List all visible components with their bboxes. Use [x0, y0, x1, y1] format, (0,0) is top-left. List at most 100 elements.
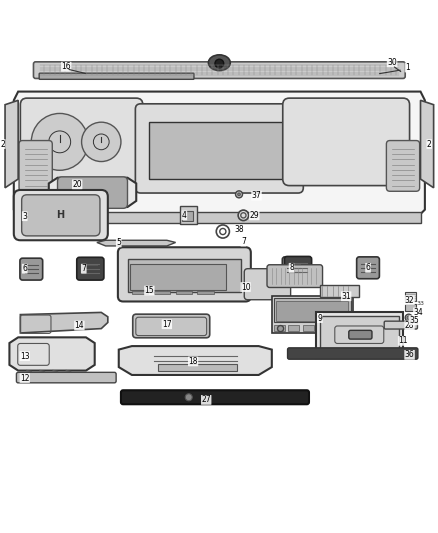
Bar [317, 325, 328, 331]
Bar [274, 325, 285, 331]
Text: H: H [57, 211, 65, 220]
Text: 37: 37 [252, 191, 261, 200]
Text: 10: 10 [241, 282, 251, 292]
Text: 30: 30 [387, 58, 397, 67]
Polygon shape [97, 240, 176, 246]
FancyBboxPatch shape [133, 314, 210, 338]
Polygon shape [420, 100, 434, 188]
Bar [154, 291, 170, 295]
Circle shape [238, 193, 240, 196]
Bar [18, 212, 420, 223]
Ellipse shape [208, 55, 230, 70]
Bar [180, 206, 198, 224]
Bar [303, 325, 314, 331]
Bar [332, 325, 343, 331]
FancyBboxPatch shape [33, 62, 405, 78]
FancyBboxPatch shape [285, 256, 311, 279]
Bar [198, 291, 214, 295]
FancyBboxPatch shape [135, 104, 303, 193]
Text: 17: 17 [162, 320, 172, 329]
Bar [276, 301, 348, 321]
FancyBboxPatch shape [244, 269, 291, 300]
FancyBboxPatch shape [121, 390, 309, 404]
FancyBboxPatch shape [57, 177, 127, 208]
Bar [272, 296, 353, 333]
Text: 2: 2 [0, 140, 5, 149]
Text: 38: 38 [234, 225, 244, 235]
Bar [158, 364, 237, 372]
Text: 13: 13 [20, 352, 29, 361]
Circle shape [278, 326, 284, 332]
Circle shape [405, 314, 412, 321]
FancyBboxPatch shape [14, 190, 108, 240]
Circle shape [216, 225, 230, 238]
Polygon shape [49, 177, 136, 207]
FancyBboxPatch shape [79, 258, 102, 280]
Text: 6: 6 [22, 264, 27, 273]
Bar [149, 122, 285, 179]
Text: 7: 7 [241, 237, 246, 246]
Text: 7: 7 [81, 264, 86, 273]
Bar [130, 264, 226, 289]
Bar [182, 211, 193, 221]
FancyBboxPatch shape [357, 257, 379, 279]
Text: 6: 6 [366, 263, 371, 272]
Text: 4: 4 [182, 211, 187, 220]
Text: 27: 27 [201, 395, 211, 405]
Bar [315, 312, 403, 358]
FancyBboxPatch shape [20, 258, 42, 280]
FancyBboxPatch shape [349, 330, 372, 339]
Bar [320, 285, 359, 297]
FancyBboxPatch shape [283, 98, 410, 185]
Bar [127, 259, 241, 292]
FancyBboxPatch shape [384, 321, 417, 329]
Bar [274, 298, 350, 322]
Polygon shape [20, 312, 108, 333]
Polygon shape [119, 346, 272, 375]
Circle shape [238, 210, 249, 221]
Circle shape [215, 59, 224, 68]
Text: 28: 28 [405, 321, 414, 330]
Text: 29: 29 [250, 211, 259, 220]
Bar [320, 317, 399, 355]
Ellipse shape [31, 114, 88, 170]
FancyBboxPatch shape [288, 348, 418, 359]
Text: 35: 35 [409, 316, 419, 325]
Text: 36: 36 [405, 350, 414, 359]
Text: 8: 8 [289, 263, 294, 272]
Text: 34: 34 [413, 308, 423, 317]
FancyBboxPatch shape [21, 195, 100, 236]
Bar [132, 291, 148, 295]
FancyBboxPatch shape [267, 265, 322, 287]
Bar [176, 291, 192, 295]
FancyBboxPatch shape [19, 141, 52, 191]
Text: 14: 14 [74, 321, 84, 330]
Text: 1: 1 [405, 63, 410, 72]
FancyBboxPatch shape [77, 257, 104, 280]
Text: 9: 9 [318, 313, 322, 322]
FancyBboxPatch shape [16, 373, 116, 383]
Ellipse shape [81, 122, 121, 161]
Text: 20: 20 [72, 180, 82, 189]
Polygon shape [5, 100, 18, 188]
Text: 15: 15 [145, 286, 154, 295]
FancyBboxPatch shape [20, 98, 143, 185]
FancyBboxPatch shape [283, 257, 305, 279]
Circle shape [236, 191, 243, 198]
Text: 11: 11 [398, 336, 408, 345]
Text: 31: 31 [341, 292, 351, 301]
Bar [405, 292, 416, 302]
FancyBboxPatch shape [118, 247, 251, 302]
Bar [289, 325, 299, 331]
Text: 3: 3 [22, 212, 27, 221]
Text: 12: 12 [20, 374, 29, 383]
Circle shape [185, 394, 192, 401]
Polygon shape [14, 92, 425, 223]
Circle shape [343, 326, 349, 332]
Text: 18: 18 [188, 357, 198, 366]
FancyBboxPatch shape [386, 141, 420, 191]
Text: 2: 2 [427, 140, 431, 149]
Circle shape [407, 316, 410, 319]
Text: 32: 32 [405, 296, 414, 305]
FancyBboxPatch shape [39, 73, 194, 79]
